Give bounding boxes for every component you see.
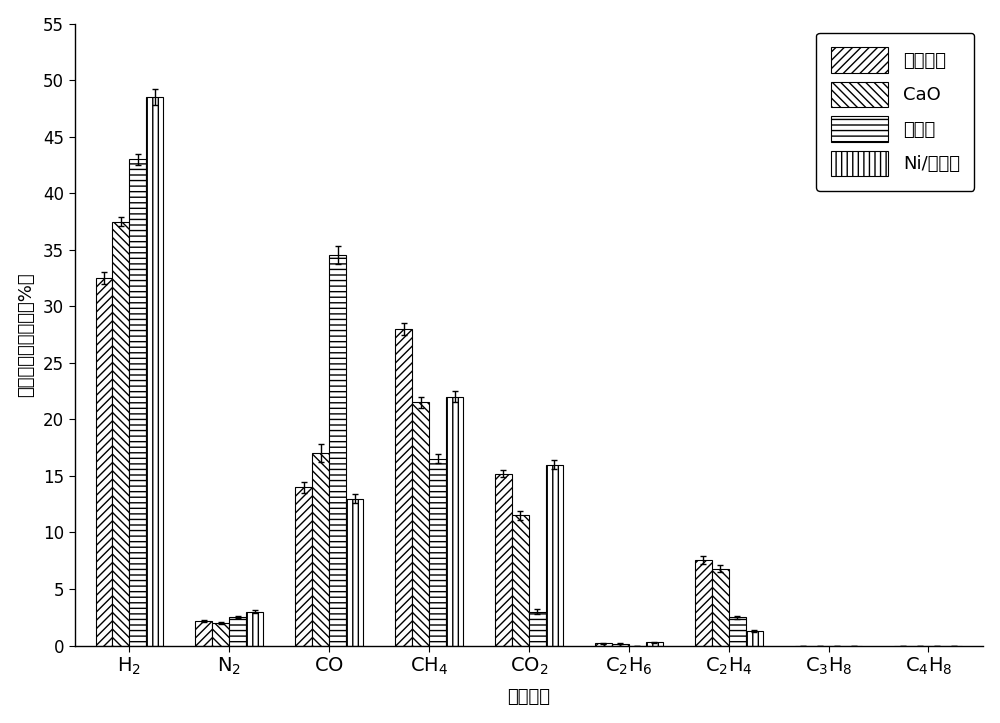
Bar: [729, 617, 746, 646]
Bar: [746, 630, 763, 646]
Bar: [395, 329, 412, 646]
Y-axis label: 气体体积百分含量（%）: 气体体积百分含量（%）: [17, 273, 35, 397]
Bar: [112, 221, 129, 646]
Bar: [312, 453, 329, 646]
Bar: [429, 459, 446, 646]
Bar: [412, 403, 429, 646]
Bar: [146, 97, 163, 646]
Bar: [96, 278, 112, 646]
Bar: [546, 465, 563, 646]
Bar: [495, 474, 512, 646]
Bar: [595, 643, 612, 646]
X-axis label: 气体组分: 气体组分: [507, 688, 550, 706]
Bar: [695, 560, 712, 646]
Bar: [612, 643, 629, 646]
Bar: [712, 568, 729, 646]
Bar: [329, 255, 346, 646]
Bar: [212, 623, 229, 646]
Bar: [295, 487, 312, 646]
Bar: [346, 499, 363, 646]
Bar: [195, 620, 212, 646]
Bar: [646, 642, 663, 646]
Legend: 无催化剂, CaO, 分子筛, Ni/分子筛: 无催化剂, CaO, 分子筛, Ni/分子筛: [816, 33, 974, 191]
Bar: [512, 515, 529, 646]
Bar: [529, 612, 546, 646]
Bar: [229, 617, 246, 646]
Bar: [246, 612, 263, 646]
Bar: [129, 159, 146, 646]
Bar: [446, 397, 463, 646]
